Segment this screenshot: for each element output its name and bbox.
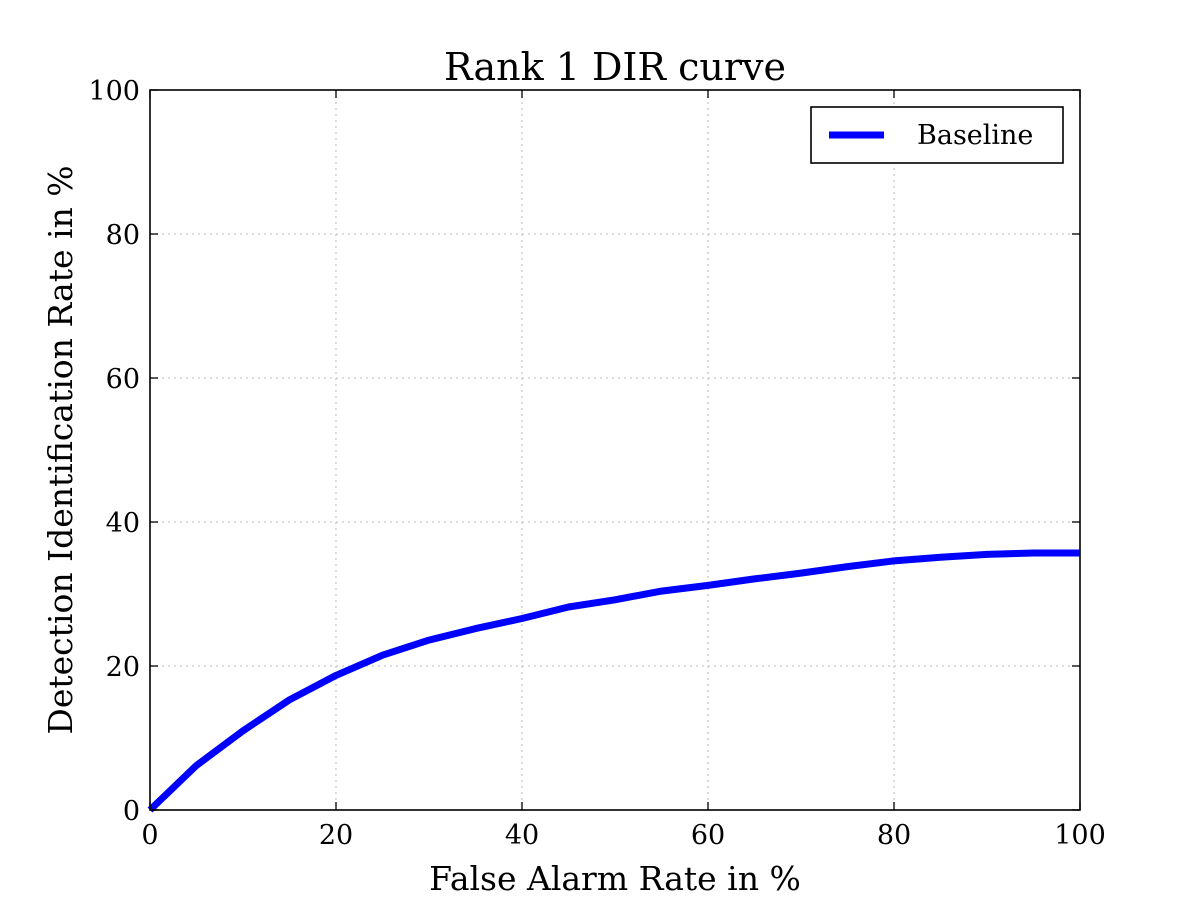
plot-frame — [149, 89, 1081, 811]
y-tick-label: 20 — [106, 652, 140, 683]
y-tick-label: 60 — [106, 364, 140, 395]
axis-ticks: 0 20 40 60 80 100 0 20 40 60 80 100 — [88, 76, 1105, 851]
x-tick-label: 20 — [319, 820, 353, 851]
x-tick-label: 0 — [141, 820, 158, 851]
legend-label-baseline: Baseline — [917, 120, 1033, 151]
y-axis-label: Detection Identification Rate in % — [41, 165, 80, 734]
y-tick-label: 80 — [106, 220, 140, 251]
series-line-baseline — [147, 549, 1080, 813]
x-tick-label: 100 — [1054, 820, 1106, 851]
chart-title: Rank 1 DIR curve — [444, 45, 786, 89]
y-tick-label: 0 — [123, 796, 140, 827]
legend: Baseline — [810, 106, 1064, 164]
y-tick-label: 100 — [88, 76, 140, 107]
x-tick-label: 40 — [505, 820, 539, 851]
grid-lines — [150, 90, 1080, 810]
x-tick-label: 80 — [877, 820, 911, 851]
series-layer — [147, 549, 1080, 813]
y-tick-label: 40 — [106, 508, 140, 539]
x-tick-label: 60 — [691, 820, 725, 851]
x-axis-label: False Alarm Rate in % — [429, 859, 801, 898]
